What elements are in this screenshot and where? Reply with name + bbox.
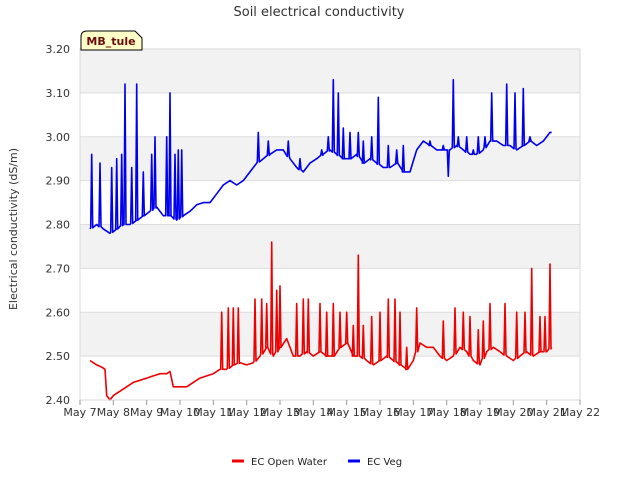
y-tick-label: 3.10 (46, 87, 71, 100)
series-line-ec-veg (89, 78, 552, 235)
y-tick-label: 3.20 (46, 43, 71, 56)
x-tick-label: May 13 (260, 406, 300, 419)
x-tick-label: May 16 (360, 406, 400, 419)
annotation-box (80, 30, 143, 51)
x-tick-label: May 14 (293, 406, 333, 419)
y-tick-label: 2.90 (46, 175, 71, 188)
y-tick-label: 2.70 (46, 262, 71, 275)
x-tick-label: May 20 (493, 406, 533, 419)
chart-title: Soil electrical conductivity (233, 5, 404, 20)
plot-band (80, 224, 580, 269)
y-tick-label: 2.60 (46, 306, 71, 319)
legend-label: EC Open Water (251, 457, 328, 468)
x-tick-label: May 18 (427, 406, 467, 419)
series-line-ec-open-water (89, 241, 553, 401)
plot-band (80, 180, 580, 225)
site-annotation: MB_tule (80, 30, 143, 51)
y-tick-label: 3.00 (46, 131, 71, 144)
x-tick-label: May 21 (527, 406, 567, 419)
x-tick-label: May 8 (97, 406, 130, 419)
x-tick-label: May 22 (560, 406, 600, 419)
plot-band (80, 356, 580, 400)
x-tick-label: May 7 (63, 406, 96, 419)
y-tick-label: 2.80 (46, 219, 71, 232)
x-tick-label: May 9 (130, 406, 163, 419)
plot-band (80, 49, 580, 93)
legend: EC Open Water EC Veg (232, 457, 402, 468)
plot-band (80, 92, 580, 137)
y-tick-label: 2.40 (46, 394, 71, 407)
x-tick-label: May 10 (160, 406, 200, 419)
x-tick-label: May 19 (460, 406, 500, 419)
x-tick-label: May 15 (327, 406, 367, 419)
x-tick-label: May 11 (193, 406, 233, 419)
y-axis-title: Electrical conductivity (dS/m) (7, 148, 20, 310)
x-tick-label: May 17 (393, 406, 433, 419)
annotation-label: MB_tule (86, 35, 135, 48)
series-layer (89, 78, 553, 401)
y-tick-label: 2.50 (46, 350, 71, 363)
y-axis-ticks: 2.40 2.50 2.60 2.70 2.80 2.90 3.00 3.10 3.20 (46, 43, 71, 407)
plot-frame (79, 48, 581, 401)
x-tick-label: May 12 (227, 406, 267, 419)
legend-label: EC Veg (367, 457, 402, 468)
plot-band (80, 136, 580, 181)
plot-band (80, 268, 580, 313)
plot-background (80, 49, 580, 400)
